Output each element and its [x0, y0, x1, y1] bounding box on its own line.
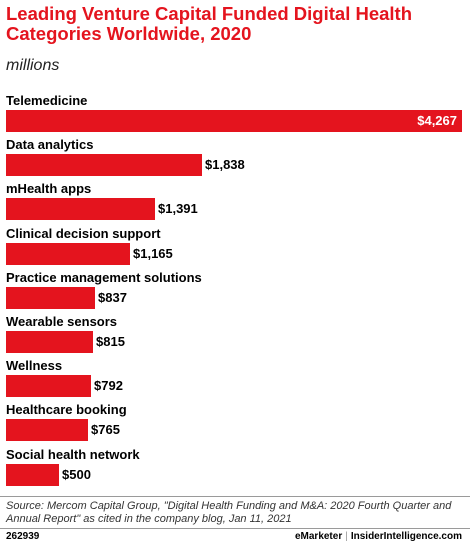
value-label: $1,838 — [205, 157, 245, 172]
category-label: Practice management solutions — [6, 270, 202, 285]
footer-brand: eMarketer | InsiderIntelligence.com — [295, 531, 462, 542]
value-label: $837 — [98, 290, 127, 305]
category-label: Clinical decision support — [6, 226, 161, 241]
category-label: Telemedicine — [6, 93, 88, 108]
brand-insider-intelligence: InsiderIntelligence.com — [350, 531, 462, 542]
bar — [6, 331, 93, 353]
value-label: $792 — [94, 378, 123, 393]
category-label: Social health network — [6, 447, 140, 462]
bar — [6, 464, 59, 486]
category-label: mHealth apps — [6, 181, 92, 196]
value-label: $4,267 — [417, 113, 457, 128]
bar — [6, 110, 462, 132]
category-label: Wearable sensors — [6, 314, 118, 329]
bar — [6, 154, 202, 176]
bar — [6, 198, 155, 220]
chart-title: Leading Venture Capital Funded Digital H… — [6, 3, 413, 44]
footer-divider — [0, 528, 470, 529]
chart-id: 262939 — [6, 531, 40, 542]
brand-separator: | — [345, 531, 348, 542]
value-label: $1,391 — [158, 201, 198, 216]
value-label: $1,165 — [133, 246, 173, 261]
value-label: $500 — [62, 467, 91, 482]
chart-subtitle: millions — [6, 57, 60, 74]
category-label: Healthcare booking — [6, 402, 127, 417]
bar — [6, 243, 130, 265]
value-label: $765 — [91, 422, 120, 437]
source-note: Source: Mercom Capital Group, "Digital H… — [6, 500, 452, 525]
bar — [6, 375, 91, 397]
bar — [6, 419, 88, 441]
value-label: $815 — [96, 334, 125, 349]
category-label: Data analytics — [6, 137, 94, 152]
brand-emarketer: eMarketer — [294, 531, 343, 542]
source-divider — [0, 496, 470, 497]
category-label: Wellness — [6, 358, 63, 373]
bar — [6, 287, 95, 309]
